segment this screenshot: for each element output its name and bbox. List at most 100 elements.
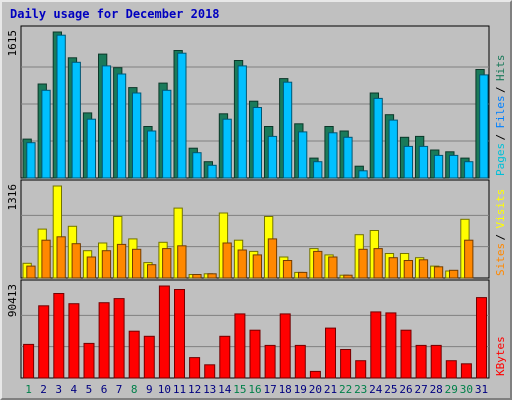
x-tick-day-21: 21 (324, 383, 337, 396)
x-tick-day-25: 25 (384, 383, 397, 396)
bar-sites-day-24 (373, 248, 383, 279)
bar-sites-day-30 (464, 239, 474, 279)
bar-kbytes-day-23 (355, 360, 367, 379)
bar-sites-day-19 (298, 271, 308, 279)
bar-files-day-26 (403, 145, 414, 179)
bar-sites-day-4 (71, 243, 81, 279)
bar-files-day-21 (328, 132, 338, 179)
bar-kbytes-day-15 (234, 313, 246, 379)
bar-files-day-25 (388, 119, 398, 179)
bar-files-day-11 (177, 52, 187, 179)
legend-pages: Pages (494, 143, 507, 176)
x-tick-day-31: 31 (475, 383, 488, 396)
x-tick-day-9: 9 (146, 383, 153, 396)
x-tick-day-18: 18 (279, 383, 292, 396)
bar-sites-day-17 (267, 238, 278, 279)
bar-files-day-30 (464, 161, 474, 179)
x-tick-day-19: 19 (294, 383, 307, 396)
x-tick-day-14: 14 (218, 383, 232, 396)
legend-separator: / (494, 234, 507, 241)
bar-files-day-14 (222, 118, 232, 179)
legend-visits: Visits (494, 189, 507, 229)
bar-sites-day-27 (418, 259, 429, 279)
x-tick-day-27: 27 (414, 383, 427, 396)
bar-files-day-13 (207, 164, 217, 179)
chart-title: Daily usage for December 2018 (10, 7, 220, 21)
bar-sites-day-12 (192, 274, 202, 279)
bar-sites-day-28 (433, 266, 444, 279)
bar-sites-day-16 (252, 254, 262, 279)
bar-sites-day-18 (282, 260, 293, 279)
bar-files-day-8 (132, 92, 142, 179)
bar-sites-day-3 (56, 236, 66, 279)
bar-kbytes-day-10 (158, 285, 170, 379)
bar-sites-day-21 (328, 256, 338, 279)
bar-files-day-20 (313, 161, 323, 179)
x-tick-day-12: 12 (188, 383, 201, 396)
bar-kbytes-day-20 (309, 370, 321, 379)
x-tick-day-28: 28 (430, 383, 443, 396)
bar-sites-day-15 (237, 249, 247, 279)
x-tick-day-11: 11 (173, 383, 186, 396)
bar-files-day-18 (282, 81, 293, 179)
bar-kbytes-day-13 (204, 364, 216, 379)
bar-files-day-6 (101, 65, 112, 179)
x-tick-day-7: 7 (116, 383, 123, 396)
bar-kbytes-day-28 (430, 344, 442, 379)
bar-files-day-24 (373, 97, 383, 179)
x-tick-day-2: 2 (40, 383, 47, 396)
bar-files-day-15 (237, 65, 247, 179)
bar-files-day-10 (162, 89, 172, 179)
bar-sites-day-9 (147, 264, 157, 279)
bar-sites-day-25 (388, 257, 398, 279)
x-tick-day-17: 17 (263, 383, 276, 396)
bar-files-day-1 (26, 142, 36, 179)
x-tick-day-8: 8 (131, 383, 138, 396)
x-tick-day-13: 13 (203, 383, 216, 396)
bar-kbytes-day-18 (279, 313, 291, 379)
bar-sites-day-11 (177, 245, 187, 279)
x-tick-day-16: 16 (248, 383, 261, 396)
x-tick-day-10: 10 (158, 383, 171, 396)
bar-sites-day-6 (101, 250, 112, 279)
bar-files-day-19 (298, 131, 308, 179)
bar-sites-day-5 (86, 256, 96, 279)
bar-kbytes-day-24 (370, 311, 382, 379)
x-tick-day-22: 22 (339, 383, 352, 396)
bar-kbytes-day-16 (249, 329, 261, 379)
x-tick-day-30: 30 (460, 383, 473, 396)
bar-files-day-27 (418, 145, 429, 179)
bar-files-day-23 (358, 170, 368, 179)
bar-sites-day-7 (116, 243, 127, 279)
bar-kbytes-day-8 (128, 330, 140, 379)
x-tick-day-3: 3 (55, 383, 62, 396)
bar-kbytes-day-17 (264, 344, 276, 379)
bar-kbytes-day-7 (113, 298, 125, 379)
x-tick-day-29: 29 (445, 383, 458, 396)
bar-kbytes-day-14 (219, 335, 231, 379)
bar-sites-day-13 (207, 273, 217, 279)
x-tick-day-24: 24 (369, 383, 383, 396)
x-tick-day-6: 6 (101, 383, 108, 396)
bar-kbytes-day-21 (325, 327, 336, 379)
x-tick-day-15: 15 (233, 383, 246, 396)
bar-files-day-2 (41, 89, 51, 179)
x-tick-day-4: 4 (70, 383, 77, 396)
bar-kbytes-day-11 (174, 289, 185, 379)
x-tick-day-26: 26 (399, 383, 412, 396)
bar-files-day-12 (192, 152, 202, 179)
bar-kbytes-day-12 (189, 357, 201, 379)
bar-kbytes-day-25 (385, 312, 397, 379)
x-tick-day-5: 5 (86, 383, 93, 396)
bar-sites-day-26 (403, 260, 414, 279)
bar-files-day-7 (116, 73, 127, 179)
panel-3-y-max-label: 90413 (6, 284, 19, 317)
bar-files-day-17 (267, 135, 278, 179)
bar-files-day-29 (449, 154, 459, 179)
bar-kbytes-day-5 (83, 342, 95, 379)
bar-kbytes-day-9 (143, 335, 155, 379)
bar-files-day-31 (479, 74, 489, 179)
bar-files-day-28 (433, 154, 444, 179)
bar-kbytes-day-29 (445, 360, 457, 379)
